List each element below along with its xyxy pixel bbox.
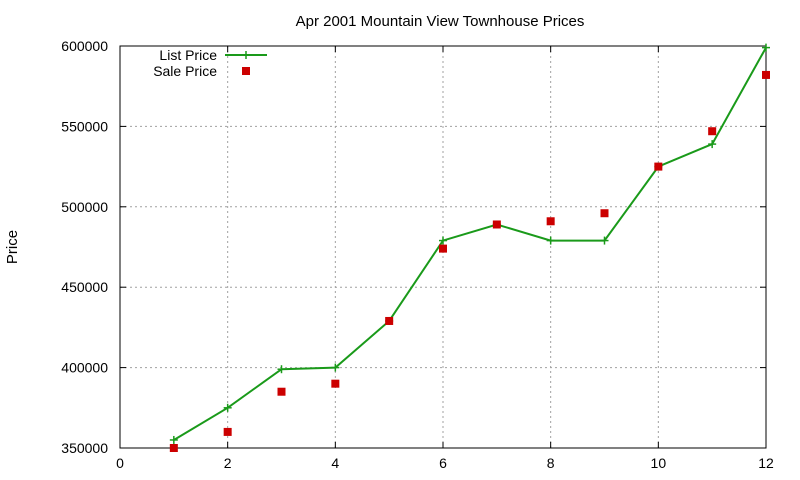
y-tick-label: 550000 bbox=[61, 118, 108, 134]
series-0 bbox=[169, 43, 770, 444]
data-point bbox=[439, 236, 447, 245]
data-point bbox=[708, 140, 717, 149]
data-point bbox=[546, 217, 555, 226]
y-tick-label: 600000 bbox=[61, 38, 108, 54]
legend-label: List Price bbox=[159, 47, 217, 63]
data-point bbox=[385, 316, 394, 325]
data-point bbox=[223, 403, 232, 412]
series-line bbox=[173, 47, 767, 441]
x-tick-label: 10 bbox=[651, 455, 667, 471]
data-point bbox=[331, 363, 340, 372]
data-point bbox=[223, 427, 232, 436]
data-point bbox=[600, 236, 609, 245]
series-layer bbox=[169, 43, 770, 452]
tick-layer: 0 2 4 6 8 10 12 350000 400000 450000 500000 550000 6… bbox=[61, 38, 774, 471]
y-tick-label: 400000 bbox=[61, 360, 108, 376]
data-point bbox=[277, 387, 286, 396]
data-point bbox=[492, 220, 501, 229]
y-tick-label: 500000 bbox=[61, 199, 108, 215]
data-point bbox=[169, 444, 178, 452]
series-1 bbox=[169, 70, 770, 452]
y-tick-label: 450000 bbox=[61, 279, 108, 295]
x-tick-label: 8 bbox=[547, 455, 555, 471]
data-point bbox=[600, 209, 609, 218]
x-tick-label: 12 bbox=[758, 455, 774, 471]
x-tick-label: 4 bbox=[331, 455, 339, 471]
data-point bbox=[277, 365, 286, 374]
data-point bbox=[331, 379, 340, 388]
legend-label: Sale Price bbox=[153, 63, 217, 79]
data-point bbox=[708, 127, 717, 136]
data-point bbox=[762, 43, 770, 52]
y-axis-label: Price bbox=[4, 230, 21, 264]
data-point bbox=[546, 236, 555, 245]
data-point bbox=[439, 244, 447, 253]
x-tick-label: 2 bbox=[224, 455, 232, 471]
legend-marker bbox=[242, 51, 250, 59]
chart-title: Apr 2001 Mountain View Townhouse Prices bbox=[296, 13, 585, 30]
data-point bbox=[169, 435, 178, 444]
data-point bbox=[762, 70, 770, 79]
x-tick-label: 6 bbox=[439, 455, 447, 471]
x-tick-label: 0 bbox=[116, 455, 124, 471]
legend-marker bbox=[242, 67, 250, 75]
data-point bbox=[654, 162, 663, 171]
y-tick-label: 350000 bbox=[61, 440, 108, 456]
